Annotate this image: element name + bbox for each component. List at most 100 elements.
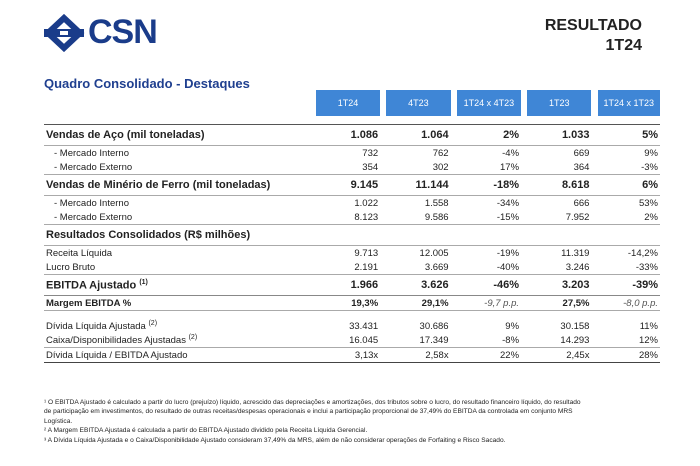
cell: 666 [527,195,592,210]
row-label: Dívida Líquida / EBITDA Ajustado [44,347,316,363]
cell: -8% [502,334,520,346]
cell: 1.033 [527,124,592,146]
cell: 3.669 [386,260,451,275]
cell: 1.064 [386,124,451,146]
row-label-text: Caixa/Disponibilidades Ajustadas [46,335,186,347]
footnotes: ¹ O EBITDA Ajustado é calculado a partir… [44,398,664,445]
cell: 2% [456,124,522,146]
cell: -39% [597,274,660,296]
cell: 2,45x [527,347,592,363]
cell: 28% [597,347,660,363]
cell: 14.293 [560,334,590,346]
table-row: Resultados Consolidados (R$ milhões) [44,225,660,246]
cell: 1.966 [315,274,381,296]
footnote-1-end: Logística. [44,417,73,425]
cell: 2.191 [315,260,381,275]
row-label-text: Dívida Líquida Ajustada [46,321,146,333]
cell: -8,0 p.p. [597,295,660,311]
cell: -9,7 p.p. [456,295,522,311]
table-row: Caixa/Disponibilidades Ajustadas (2) 16.… [44,333,660,348]
cell: -4% [456,145,522,160]
cell: 3.626 [386,274,451,296]
logo-text: CSN [88,13,158,51]
cell: 7.952 [527,210,592,225]
footnote-2: ² A Margem EBITDA Ajustada é calculada a… [44,427,368,435]
table-row: - Mercado Externo 8.123 9.586 -15% 7.952… [44,210,660,225]
cell: 1.086 [315,124,381,146]
cell: 30.686 [419,320,449,332]
table-row: Vendas de Aço (mil toneladas) 1.086 1.06… [44,124,660,146]
cell: 9% [597,145,660,160]
cell: -15% [456,210,522,225]
cell: 30.158 [560,320,590,332]
cell: 2% [597,210,660,225]
cell: 17.349 [419,334,449,346]
row-label: Resultados Consolidados (R$ milhões) [46,229,251,241]
row-label: - Mercado Interno [44,145,316,160]
cell: 732 [315,145,381,160]
footnote-ref: (1) [139,278,148,286]
cell: 354 [315,160,381,175]
row-label: - Mercado Externo [44,210,316,225]
row-label: - Mercado Interno [44,195,316,210]
col-header: 1T24 x 1T23 [597,90,660,116]
row-label: Margem EBITDA % [44,295,316,311]
cell: -40% [456,260,522,275]
cell: 669 [527,145,592,160]
row-label: Receita Líquida [44,245,316,260]
table-row: Receita Líquida 9.713 12.005 -19% 11.319… [44,245,660,260]
cell: 762 [386,145,451,160]
col-header: 1T23 [527,90,592,116]
table-row: Vendas de Minério de Ferro (mil tonelada… [44,175,660,196]
cell: 33.431 [349,320,379,332]
table-header-row: 1T24 4T23 1T24 x 4T23 1T23 1T24 x 1T23 [44,90,660,116]
cell: -33% [597,260,660,275]
table-row: - Mercado Interno 1.022 1.558 -34% 666 5… [44,195,660,210]
cell: 11.144 [415,179,449,191]
cell: 27,5% [527,295,592,311]
col-header: 1T24 [315,90,381,116]
report-title: RESULTADO 1T24 [545,16,642,56]
table-row: - Mercado Interno 732 762 -4% 669 9% [44,145,660,160]
cell: 9.586 [386,210,451,225]
table-row: - Mercado Externo 354 302 17% 364 -3% [44,160,660,175]
cell: 17% [456,160,522,175]
cell: 9.713 [315,245,381,260]
cell: 12% [638,334,658,346]
row-label-text: EBITDA Ajustado [46,279,137,292]
row-label: Lucro Bruto [44,260,316,275]
cell: 19,3% [315,295,381,311]
table-row: Margem EBITDA % 19,3% 29,1% -9,7 p.p. 27… [44,295,660,311]
footnote-1: ¹ O EBITDA Ajustado é calculado a partir… [44,399,581,406]
cell: 3,13x [315,347,381,363]
cell: 8.123 [315,210,381,225]
row-label: EBITDA Ajustado (1) [44,274,316,296]
cell: 2,58x [386,347,451,363]
footnote-1-cont: de participação em investimentos, do res… [44,408,573,416]
row-label: Caixa/Disponibilidades Ajustadas (2) [44,333,316,348]
cell: 22% [456,347,522,363]
section-title: Quadro Consolidado - Destaques [44,76,250,91]
cell: -46% [456,274,522,296]
cell: 16.045 [349,334,379,346]
cell: 8.618 [561,179,590,191]
cell: 11% [639,320,658,332]
table-row: Dívida Líquida / EBITDA Ajustado 3,13x 2… [44,347,660,363]
cell: 302 [386,160,451,175]
cell: 11.319 [527,245,592,260]
cell: 12.005 [386,245,451,260]
report-title-line1: RESULTADO [544,17,642,34]
table-row: Dívida Líquida Ajustada (2) 33.431 30.68… [44,319,660,333]
cell: 29,1% [386,295,451,311]
footnote-ref: (2) [188,333,198,341]
row-label: Dívida Líquida Ajustada (2) [44,319,316,333]
cell: 1.558 [386,195,451,210]
table-row: EBITDA Ajustado (1) 1.966 3.626 -46% 3.2… [44,274,660,296]
cell: 9.145 [350,179,379,191]
row-label: - Mercado Externo [44,160,316,175]
report-period: 1T24 [605,37,642,54]
cell: -18% [493,179,520,191]
cell: 53% [597,195,660,210]
cell: 1.022 [315,195,381,210]
row-label: Vendas de Minério de Ferro (mil tonelada… [46,179,271,191]
